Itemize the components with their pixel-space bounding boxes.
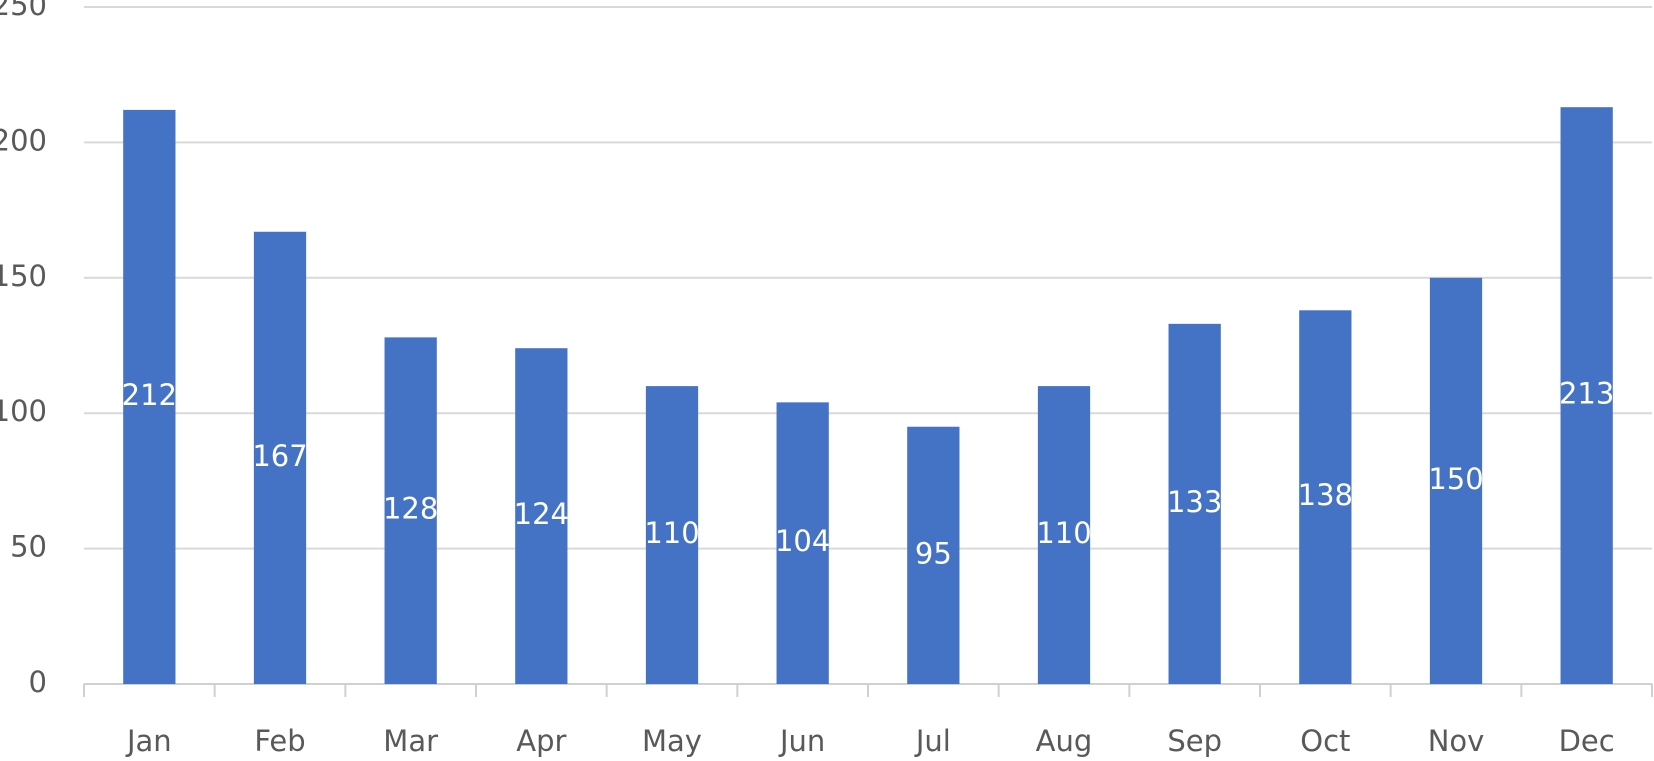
value-label: 212 — [122, 378, 177, 412]
y-tick-label: 50 — [10, 530, 47, 564]
y-tick-label: 200 — [0, 123, 47, 157]
bar — [253, 231, 307, 685]
x-tick-label: Aug — [1036, 724, 1093, 758]
value-label: 128 — [383, 492, 438, 526]
y-tick-label: 250 — [0, 0, 47, 22]
bar — [907, 426, 960, 684]
bar — [1299, 310, 1352, 684]
bar — [776, 402, 829, 684]
x-tick-label: Sep — [1167, 724, 1222, 758]
bar — [1037, 386, 1091, 684]
y-tick-label: 0 — [29, 665, 47, 699]
x-tick-label: Mar — [383, 724, 438, 758]
value-label: 110 — [644, 516, 699, 550]
value-label: 124 — [514, 497, 569, 531]
value-label: 150 — [1428, 462, 1483, 496]
x-tick-label: Dec — [1559, 724, 1615, 758]
y-tick-label: 150 — [0, 259, 47, 293]
bar — [645, 386, 699, 684]
x-tick-label: Apr — [516, 724, 566, 758]
x-tick-label: May — [642, 724, 702, 758]
x-tick-label: Nov — [1428, 724, 1485, 758]
value-label: 167 — [252, 439, 307, 473]
x-tick-label: Jan — [125, 724, 172, 758]
value-label: 95 — [915, 536, 952, 570]
x-tick-label: Jun — [778, 724, 825, 758]
bar — [384, 337, 437, 684]
bar — [515, 348, 568, 684]
value-label: 104 — [775, 524, 830, 558]
x-tick-label: Oct — [1300, 724, 1350, 758]
x-tick-label: Jul — [914, 724, 951, 758]
y-tick-label: 100 — [0, 394, 47, 428]
value-label: 133 — [1167, 485, 1222, 519]
bar — [1560, 107, 1613, 685]
bar — [1168, 323, 1221, 684]
value-label: 213 — [1559, 377, 1614, 411]
value-label: 110 — [1036, 516, 1091, 550]
value-label: 138 — [1298, 478, 1353, 512]
bar — [123, 109, 176, 685]
bar — [1429, 277, 1483, 684]
x-tick-label: Feb — [254, 724, 305, 758]
